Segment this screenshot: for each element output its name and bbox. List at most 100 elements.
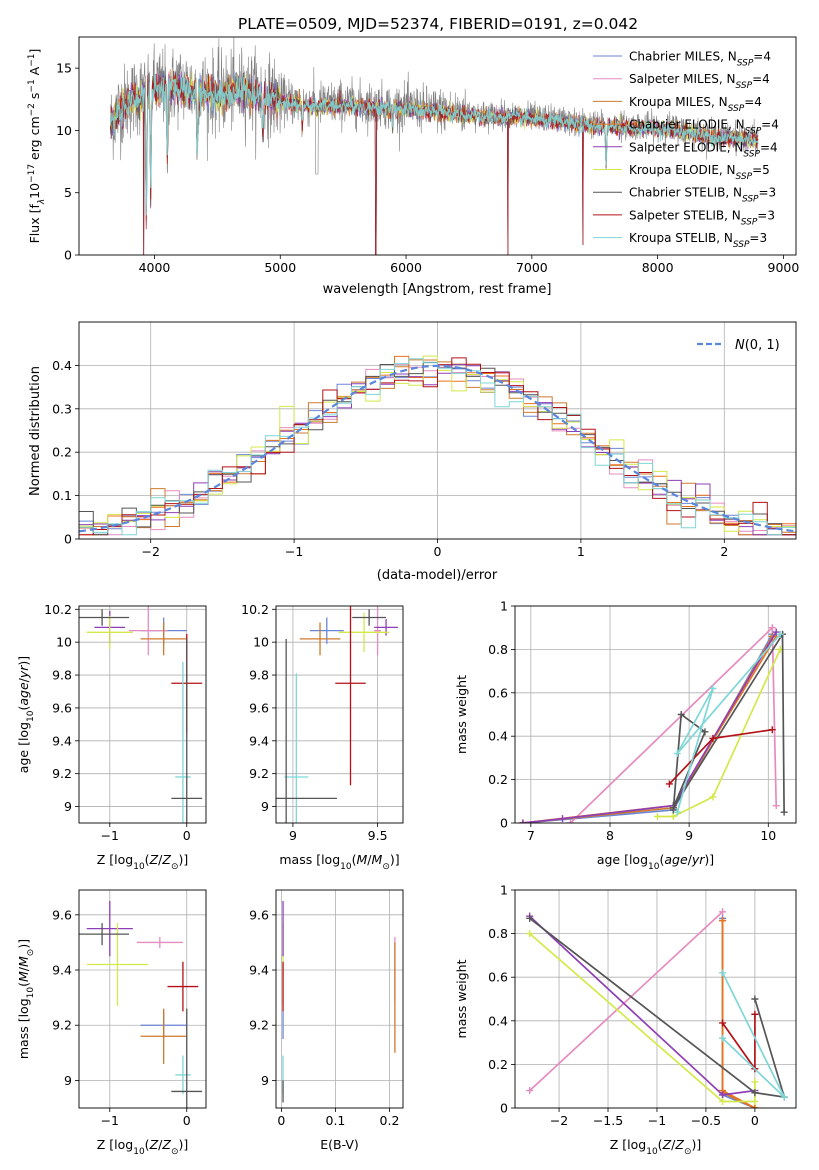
- y-tick-label: 9.2: [52, 1018, 72, 1033]
- y-tick-label: 0.3: [52, 401, 72, 416]
- errorbar-point: [167, 961, 199, 1012]
- y-tick-label: 9.2: [249, 766, 269, 781]
- x-axis-label: wavelength [Angstrom, rest frame]: [323, 282, 552, 297]
- weight-marker: [526, 930, 534, 938]
- model-spectrum-line: [109, 70, 759, 216]
- x-tick-label: −1: [285, 544, 303, 559]
- axes-frame: [78, 321, 797, 540]
- y-tick-label: 1: [500, 883, 508, 898]
- weight-marker: [751, 1078, 759, 1086]
- plot-area: [276, 606, 398, 823]
- errorbar-point: [299, 622, 341, 656]
- y-tick-label: 9: [64, 799, 72, 814]
- axes-frame: [78, 36, 797, 256]
- x-tick-label: 9000: [768, 260, 800, 275]
- y-tick-label: 0.2: [52, 445, 72, 460]
- legend-entry: Kroupa STELIB, NSSP=3: [629, 231, 767, 250]
- weight-marker: [772, 628, 780, 636]
- legend: Chabrier MILES, NSSP=4 Salpeter MILES, NS…: [593, 50, 779, 250]
- weight-line: [529, 917, 786, 1099]
- legend-entry: Chabrier MILES, NSSP=4: [629, 50, 771, 69]
- weight-marker: [526, 914, 534, 922]
- y-tick-label: 0.4: [52, 358, 72, 373]
- weight-marker: [566, 819, 574, 823]
- x-tick-label: 7: [527, 828, 535, 843]
- weight-marker: [751, 995, 759, 1003]
- weight-line: [657, 649, 781, 818]
- y-tick-label: 9.8: [249, 668, 269, 683]
- x-axis-label: E(B-V): [320, 1137, 359, 1152]
- y-tick-label: 10: [253, 635, 269, 650]
- x-tick-label: 8000: [642, 260, 674, 275]
- y-tick-label: 10: [56, 635, 72, 650]
- y-tick-label: 9.6: [249, 700, 269, 715]
- x-tick-label: 0: [183, 1113, 191, 1128]
- weight-marker: [719, 1097, 727, 1105]
- y-axis-label: mass [log10(M/M⊙)]: [16, 939, 36, 1059]
- x-tick-label: −1: [101, 828, 119, 843]
- x-tick-label: 8: [606, 828, 614, 843]
- errorbar-point: [338, 612, 390, 653]
- weight-marker: [709, 793, 717, 801]
- y-tick-label: 9.2: [52, 766, 72, 781]
- panel-weight_vs_age: 7 8 9 10 0 0.2 0.4 0.6 0.8 1 age [log10(age/yr)] ma…: [454, 599, 797, 872]
- weight-marker: [665, 780, 673, 788]
- weight-marker: [772, 802, 780, 810]
- weight-marker: [526, 1087, 534, 1095]
- x-tick-label: 10: [760, 828, 776, 843]
- weight-marker: [780, 808, 788, 816]
- x-tick-label: 0: [183, 828, 191, 843]
- weight-marker: [669, 812, 677, 820]
- y-tick-label: 9.4: [52, 963, 72, 978]
- weight-marker: [751, 1104, 759, 1108]
- weight-marker: [719, 969, 727, 977]
- weight-marker: [673, 808, 681, 816]
- errorbar-point: [79, 923, 130, 946]
- residual-histogram: [79, 364, 796, 536]
- y-tick-label: 9.4: [52, 733, 72, 748]
- errorbar-point: [284, 673, 309, 823]
- x-tick-label: 5000: [264, 260, 296, 275]
- y-tick-label: 0: [64, 248, 72, 263]
- y-axis-label: Flux [fλ10−17 erg cm−2 s−1 A−1]: [27, 49, 47, 244]
- weight-marker: [719, 1034, 727, 1042]
- y-tick-label: 9.4: [249, 733, 269, 748]
- y-axis-label: mass weight: [454, 959, 469, 1038]
- x-tick-label: 0.1: [326, 1113, 346, 1128]
- x-tick-label: 0.2: [380, 1113, 400, 1128]
- weight-marker: [653, 812, 661, 820]
- x-tick-label: 0: [277, 1113, 285, 1128]
- y-tick-label: 5: [64, 185, 72, 200]
- plot-area: [519, 624, 788, 823]
- errorbar-point: [129, 606, 168, 656]
- legend-entry: N(0, 1): [735, 338, 780, 353]
- weight-marker: [677, 711, 685, 718]
- x-tick-label: 6000: [390, 260, 422, 275]
- plot-area: [79, 901, 203, 1108]
- x-tick-label: 2: [720, 544, 728, 559]
- y-tick-label: 9.6: [52, 907, 72, 922]
- x-tick-label: −1.5: [593, 1113, 623, 1128]
- x-tick-label: 0: [751, 1113, 759, 1128]
- y-tick-label: 1: [500, 599, 508, 614]
- errorbar-point: [136, 936, 183, 948]
- weight-marker: [719, 908, 727, 916]
- weight-line: [522, 631, 777, 823]
- y-tick-label: 0.8: [488, 642, 508, 657]
- y-tick-label: 0.2: [488, 1057, 508, 1072]
- plot-area: [526, 908, 788, 1108]
- x-axis-label: Z [log10(Z/Z⊙)]: [97, 1137, 189, 1157]
- weight-marker: [673, 750, 681, 758]
- weight-marker: [751, 1010, 759, 1018]
- x-tick-label: 9: [289, 828, 297, 843]
- panel-residuals: −2 −1 0 1 2 0 0.1 0.2 0.3 0.4 N(0, 1) (data-model)/…: [28, 321, 797, 583]
- plot-area: [79, 355, 796, 536]
- y-tick-label: 9.6: [52, 700, 72, 715]
- axes-frame: [514, 889, 797, 1109]
- weight-marker: [709, 684, 717, 692]
- y-axis-label: age [log10(age/yr)]: [16, 656, 36, 773]
- y-axis-label: mass weight: [454, 675, 469, 754]
- weight-marker: [558, 815, 566, 823]
- errorbar-point: [276, 638, 337, 823]
